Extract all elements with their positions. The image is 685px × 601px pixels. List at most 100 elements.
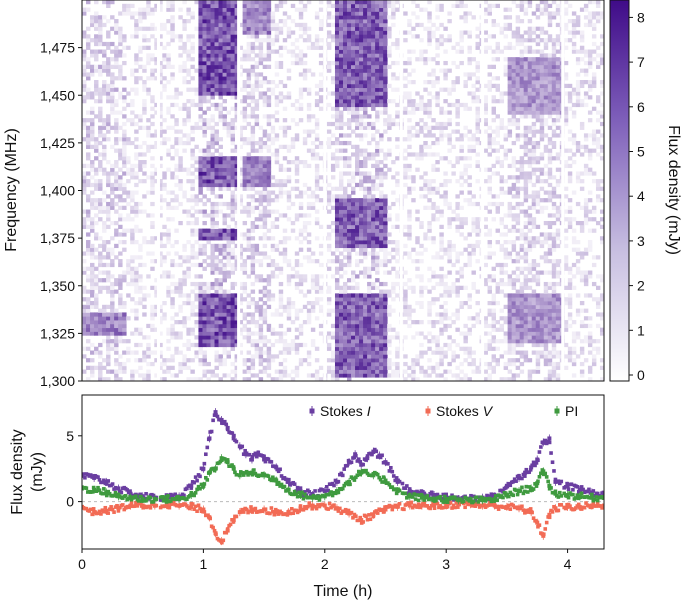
- heatmap-cell: [379, 95, 384, 100]
- heatmap-cell: [138, 327, 143, 332]
- heatmap-cell: [343, 76, 348, 81]
- heatmap-cell: [234, 22, 239, 28]
- heatmap-cell: [146, 373, 151, 378]
- heatmap-cell: [218, 72, 223, 77]
- heatmap-cell: [262, 293, 268, 298]
- heatmap-cell: [270, 270, 276, 275]
- heatmap-cell: [254, 26, 260, 31]
- heatmap-cell: [379, 224, 384, 229]
- heatmap-cell: [146, 293, 151, 298]
- heatmap-cell: [435, 190, 440, 195]
- heatmap-cell: [318, 7, 324, 12]
- heatmap-cell: [379, 34, 384, 39]
- heatmap-cell: [298, 87, 304, 92]
- heatmap-cell: [318, 26, 324, 31]
- heatmap-cell: [347, 373, 352, 378]
- heatmap-cell: [343, 160, 348, 165]
- heatmap-cell: [367, 350, 372, 355]
- heatmap-cell: [383, 99, 388, 104]
- heatmap-cell: [286, 194, 292, 199]
- heatmap-cell: [198, 22, 203, 28]
- heatmap-cell: [278, 300, 284, 306]
- heatmap-cell: [423, 194, 428, 199]
- heatmap-cell: [435, 186, 440, 191]
- heatmap-cell: [330, 377, 336, 381]
- heatmap-cell: [90, 137, 95, 142]
- heatmap-cell: [226, 232, 231, 237]
- heatmap-cell: [170, 34, 175, 39]
- heatmap-cell: [334, 160, 340, 165]
- heatmap-cell: [270, 198, 276, 203]
- heatmap-cell: [258, 377, 264, 381]
- heatmap-cell: [439, 312, 444, 317]
- heatmap-cell: [190, 247, 195, 252]
- heatmap-cell: [138, 297, 143, 302]
- heatmap-cell: [174, 251, 179, 256]
- heatmap-cell: [158, 274, 163, 279]
- heatmap-cell: [98, 19, 103, 24]
- heatmap-cell: [351, 175, 356, 180]
- heatmap-cell: [206, 22, 211, 28]
- heatmap-cell: [198, 125, 203, 130]
- heatmap-cell: [403, 270, 408, 275]
- heatmap-cell: [214, 102, 219, 108]
- heatmap-cell: [102, 64, 107, 69]
- heatmap-cell: [355, 358, 360, 363]
- heatmap-cell: [351, 350, 356, 355]
- heatmap-cell: [166, 365, 171, 370]
- heatmap-cell: [218, 354, 223, 359]
- heatmap-cell: [182, 49, 187, 54]
- heatmap-cell: [106, 95, 111, 100]
- heatmap-cell: [330, 259, 336, 264]
- heatmap-cell: [186, 80, 191, 85]
- heatmap-cell: [270, 247, 276, 252]
- heatmap-cell: [266, 45, 272, 50]
- heatmap-cell: [431, 186, 436, 191]
- heatmap-cell: [198, 60, 203, 66]
- heatmap-cell: [270, 137, 276, 142]
- heatmap-cell: [162, 118, 167, 123]
- heatmap-cell: [122, 60, 127, 66]
- heatmap-cell: [254, 64, 260, 69]
- heatmap-cell: [234, 72, 239, 77]
- heatmap-cell: [439, 327, 444, 332]
- heatmap-cell: [174, 152, 179, 157]
- heatmap-cell: [391, 297, 396, 302]
- heatmap-cell: [427, 312, 432, 317]
- heatmap-cell: [359, 49, 364, 54]
- heatmap-cell: [391, 281, 396, 287]
- heatmap-cell: [182, 365, 187, 370]
- heatmap-cell: [102, 60, 107, 66]
- heatmap-cell: [274, 49, 280, 54]
- heatmap-cell: [202, 83, 207, 89]
- heatmap-cell: [383, 255, 388, 260]
- heatmap-cell: [170, 300, 175, 306]
- heatmap-cell: [214, 83, 219, 89]
- heatmap-cell: [246, 34, 252, 39]
- heatmap-cell: [86, 312, 91, 317]
- heatmap-cell: [318, 60, 324, 66]
- heatmap-cell: [435, 76, 440, 81]
- heatmap-cell: [158, 194, 163, 199]
- heatmap-cell: [423, 140, 428, 146]
- heatmap-cell: [347, 118, 352, 123]
- heatmap-cell: [210, 22, 215, 28]
- heatmap-cell: [142, 194, 147, 199]
- heatmap-cell: [86, 91, 91, 96]
- heatmap-cell: [162, 259, 167, 264]
- heatmap-cell: [455, 76, 460, 81]
- heatmap-cell: [363, 236, 368, 241]
- heatmap-cell: [387, 251, 392, 256]
- heatmap-cell: [338, 369, 344, 374]
- heatmap-cell: [206, 34, 211, 39]
- heatmap-cell: [130, 190, 135, 195]
- heatmap-cell: [202, 327, 207, 332]
- heatmap-cell: [294, 281, 300, 287]
- heatmap-cell: [210, 331, 215, 336]
- heatmap-cell: [146, 11, 151, 16]
- heatmap-cell: [134, 350, 139, 355]
- heatmap-cell: [138, 300, 143, 306]
- heatmap-cell: [242, 232, 248, 237]
- heatmap-cell: [427, 91, 432, 96]
- heatmap-cell: [230, 72, 235, 77]
